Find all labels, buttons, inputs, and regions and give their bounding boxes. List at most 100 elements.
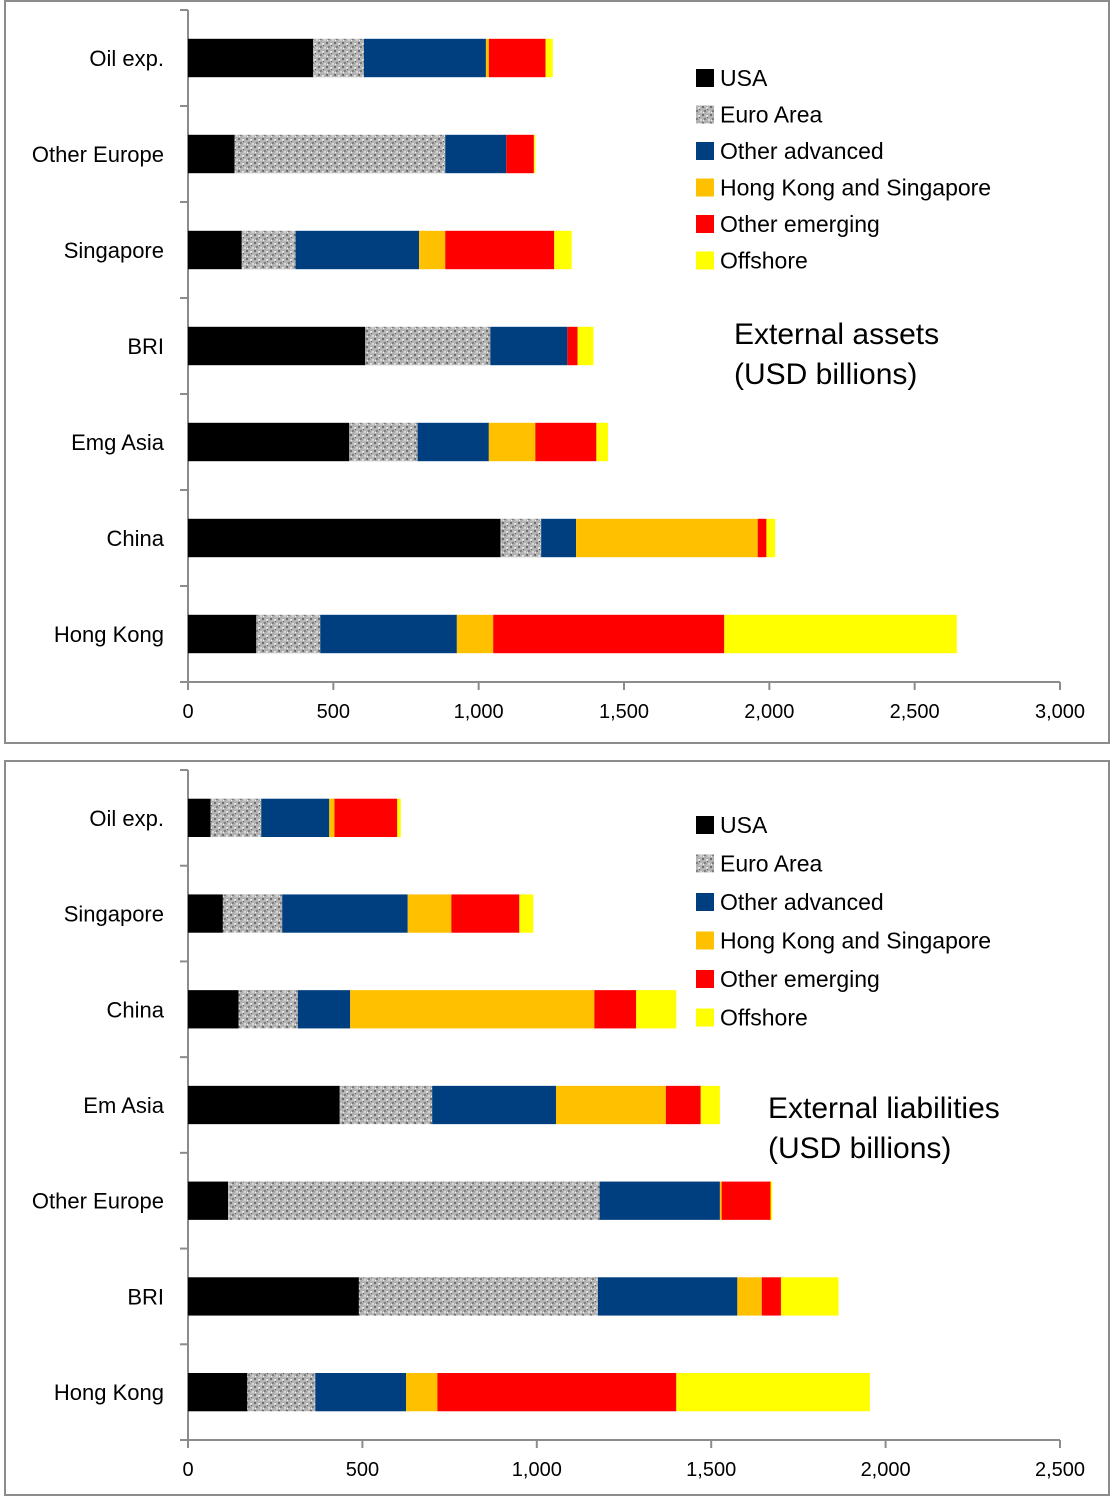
legend-label-other-emerging: Other emerging [720,211,880,237]
bar-bri-euro-area [358,1277,598,1316]
bar-other-europe-euro-area [228,1181,600,1220]
x-tick-label: 1,500 [686,1459,736,1481]
bar-bri-offshore [577,326,594,366]
bar-china-usa [188,518,501,558]
bar-singapore-other-emerging [451,894,520,933]
bar-other-europe-usa [188,134,235,174]
legend-label-euro-area: Euro Area [720,102,822,128]
legend-swatch-euro-area [696,105,714,124]
legend-swatch-euro-area [696,854,714,873]
bar-bri-other-advanced [597,1277,738,1316]
bar-hong-kong-hong-kong-and-singapore [456,614,494,654]
category-label-bri: BRI [127,334,164,359]
bar-oil-exp-other-advanced [261,798,330,837]
bar-singapore-other-advanced [295,230,420,270]
legend-swatch-offshore [696,1008,714,1027]
bar-singapore-hong-kong-and-singapore [407,894,452,933]
chart-annotation-line: External assets [734,318,939,351]
bar-singapore-offshore [519,894,534,933]
category-label-singapore: Singapore [64,902,164,927]
bar-hong-kong-usa [188,1373,248,1412]
legend-swatch-usa [696,69,714,87]
bar-emg-asia-usa [188,422,350,462]
legend-label-other-advanced: Other advanced [720,138,884,164]
bar-em-asia-offshore [700,1085,720,1125]
legend-label-usa: USA [720,812,768,838]
x-tick-label: 1,000 [512,1459,562,1481]
legend-label-other-advanced: Other advanced [720,889,884,915]
bar-other-europe-other-advanced [445,134,507,174]
bar-hong-kong-hong-kong-and-singapore [406,1373,438,1412]
category-label-hong-kong: Hong Kong [54,1380,164,1405]
legend-swatch-other-advanced [696,893,714,911]
bar-singapore-offshore [554,230,572,270]
category-label-china: China [107,997,165,1022]
bar-hong-kong-usa [188,614,257,654]
x-tick-label: 500 [346,1459,379,1481]
bar-china-other-advanced [541,518,577,558]
bar-emg-asia-other-advanced [417,422,489,462]
bar-emg-asia-other-emerging [535,422,597,462]
bar-oil-exp-euro-area [312,38,364,78]
bar-other-europe-offshore [533,134,536,174]
bar-other-europe-hong-kong-and-singapore [719,1181,722,1220]
bar-china-other-emerging [594,990,637,1029]
bar-emg-asia-offshore [596,422,609,462]
bar-oil-exp-other-advanced [363,38,486,78]
category-label-china: China [107,526,165,551]
bar-hong-kong-other-advanced [315,1373,406,1412]
legend-swatch-usa [696,816,714,834]
bar-singapore-euro-area [241,230,296,270]
bar-china-offshore [636,990,677,1029]
bar-china-other-emerging [757,518,767,558]
legend-label-offshore: Offshore [720,1005,808,1031]
x-tick-label: 1,500 [599,701,649,723]
category-label-oil-exp: Oil exp. [89,46,164,71]
legend-label-euro-area: Euro Area [720,851,822,877]
legend-label-other-emerging: Other emerging [720,966,880,992]
bar-china-other-advanced [297,990,351,1029]
category-label-singapore: Singapore [64,238,164,263]
chart-annotation-line: External liabilities [768,1092,1000,1125]
legend-swatch-hong-kong-and-singapore [696,931,714,950]
bar-bri-other-emerging [761,1277,781,1316]
bar-hong-kong-other-emerging [437,1373,677,1412]
bar-hong-kong-euro-area [247,1373,316,1412]
bar-china-euro-area [238,990,298,1029]
bar-bri-other-advanced [490,326,568,366]
category-label-emg-asia: Emg Asia [71,430,165,455]
bar-hong-kong-offshore [724,614,957,654]
bar-china-euro-area [500,518,542,558]
bar-oil-exp-usa [188,798,211,837]
bar-china-hong-kong-and-singapore [576,518,758,558]
external-liabilities-panel: 0 500 1,000 1,500 2,000 2,500 Oil exp. Singapor… [4,760,1110,1496]
bar-emg-asia-hong-kong-and-singapore [488,422,536,462]
bar-singapore-euro-area [222,894,283,933]
bar-other-europe-euro-area [234,134,446,174]
bar-bri-euro-area [365,326,491,366]
bar-em-asia-usa [188,1085,340,1125]
legend-label-offshore: Offshore [720,248,808,274]
bar-singapore-usa [188,894,223,933]
chart-annotation-line: (USD billions) [734,358,917,391]
bar-oil-exp-offshore [545,38,553,78]
x-tick-label: 2,000 [744,701,794,723]
legend-swatch-hong-kong-and-singapore [696,178,714,197]
chart-annotation-line: (USD billions) [768,1132,951,1165]
x-tick-label: 0 [182,1459,193,1481]
bar-singapore-other-emerging [445,230,555,270]
category-label-bri: BRI [127,1284,164,1309]
external-assets-chart: 0 500 1,000 1,500 2,000 2,500 3,000 Oil exp. Oth… [32,9,1085,723]
x-tick-label: 3,000 [1035,701,1085,723]
bar-oil-exp-other-emerging [488,38,546,78]
bar-em-asia-other-advanced [432,1085,556,1125]
bar-emg-asia-euro-area [349,422,418,462]
legend-swatch-other-advanced [696,142,714,160]
bar-bri-other-emerging [567,326,578,366]
bar-hong-kong-offshore [676,1373,870,1412]
bar-em-asia-euro-area [339,1085,433,1125]
bar-china-offshore [766,518,776,558]
x-tick-label: 1,000 [454,701,504,723]
category-label-oil-exp: Oil exp. [89,806,164,831]
x-tick-label: 2,500 [890,701,940,723]
